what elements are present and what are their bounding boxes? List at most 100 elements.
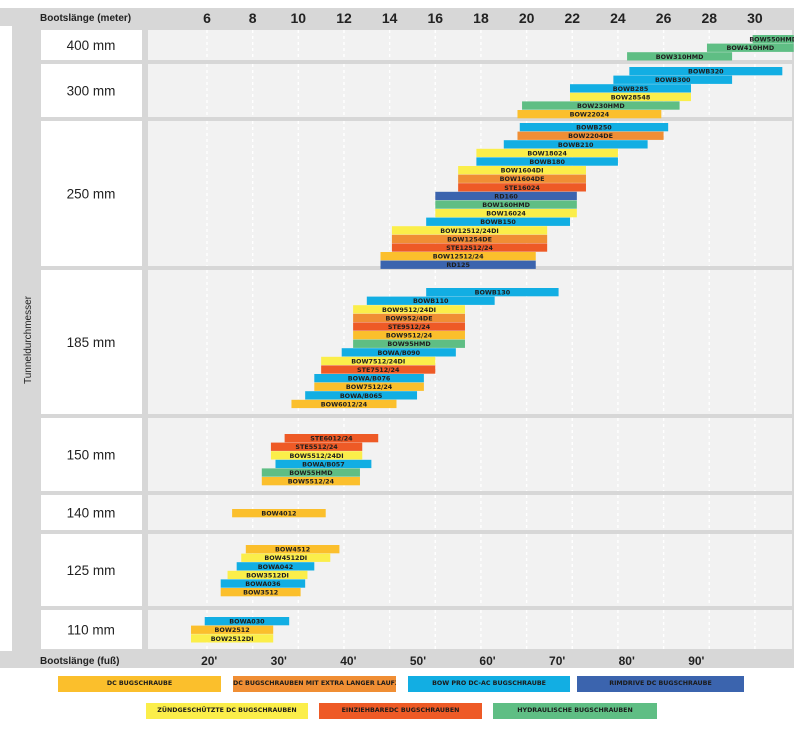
bottom-axis-band — [0, 651, 794, 668]
bar — [569, 84, 691, 93]
bar-label: BOW4012 — [261, 510, 296, 518]
meter-tick-label: 24 — [610, 10, 626, 26]
bar-label: BOWA/B065 — [340, 392, 383, 400]
bar — [380, 252, 536, 261]
bar-label: BOW6012/24 — [321, 400, 368, 408]
bar — [204, 617, 290, 626]
bar — [426, 217, 570, 226]
bar — [245, 545, 340, 554]
meter-tick-label: 26 — [656, 10, 672, 26]
bar-label: BOW4512DI — [264, 554, 307, 562]
bar — [435, 200, 577, 209]
feet-tick-label: 80' — [619, 654, 635, 668]
bar — [476, 157, 618, 166]
legend-item: BOW PRO DC-AC BUGSCHRAUBE — [408, 676, 570, 692]
bar — [522, 101, 680, 110]
group-label-panel — [41, 418, 142, 491]
bar — [261, 477, 360, 486]
bar — [321, 356, 436, 366]
bar-label: BOW5512/24 — [288, 478, 335, 486]
feet-tick-label: 40' — [340, 654, 356, 668]
y-axis-title: Tunneldurchmesser — [23, 295, 34, 384]
bar — [503, 140, 648, 149]
group-label-panel — [41, 121, 142, 266]
bar-label: STE16024 — [504, 184, 540, 192]
bar — [627, 52, 733, 61]
legend-item: ZÜNDGESCHÜTZTE DC BUGSCHRAUBEN — [146, 703, 308, 719]
bar-label: BOW3512 — [243, 589, 278, 597]
bar-label: BOWB285 — [613, 85, 649, 93]
bar — [232, 509, 326, 518]
bar-label: BOW1254DE — [447, 235, 492, 243]
bar-label: BOWB110 — [413, 297, 449, 305]
meter-tick-label: 28 — [701, 10, 717, 26]
bar-label: BOW12512/24 — [433, 253, 484, 261]
group-label: 185 mm — [67, 335, 116, 350]
bar — [752, 35, 794, 44]
bar — [380, 260, 536, 269]
bar-label: BOW18024 — [527, 149, 567, 157]
bar-label: BOWA/B090 — [377, 349, 420, 357]
group-label: 110 mm — [67, 623, 115, 638]
bar-label: BOW28548 — [611, 93, 651, 101]
legend-item: HYDRAULISCHE BUGSCHRAUBEN — [493, 703, 657, 719]
bar — [314, 374, 424, 383]
bar-label: BOW160HMD — [482, 201, 530, 209]
bar-label: BOW22024 — [570, 111, 610, 119]
bar-label: BOW95HMD — [387, 340, 430, 348]
bar — [391, 234, 548, 244]
bar-label: BOWA/B057 — [302, 460, 345, 468]
bar-label: BOWB180 — [529, 158, 565, 166]
legend-item: EINZIEHBAREDC BUGSCHRAUBEN — [319, 703, 482, 719]
bar — [241, 553, 331, 562]
top-axis-band — [0, 8, 794, 26]
meter-tick-label: 12 — [336, 10, 352, 26]
bar — [353, 313, 465, 323]
bar-label: BOW9512/24DI — [382, 306, 436, 314]
bar-label: BOW952/4DE — [385, 314, 432, 322]
bar-label: BOWA/B076 — [348, 375, 391, 383]
bar — [236, 562, 315, 571]
group-label-panel — [41, 30, 142, 60]
bar-label: BOW2512 — [215, 626, 250, 634]
bar-label: BOWA030 — [229, 618, 265, 626]
meter-tick-label: 6 — [203, 10, 211, 26]
meter-tick-label: 18 — [473, 10, 489, 26]
bar — [353, 305, 465, 314]
group-label-panel — [41, 610, 142, 649]
bar — [220, 579, 306, 588]
bar-label: BOW310HMD — [656, 53, 704, 61]
group-label: 150 mm — [67, 448, 116, 463]
bar — [305, 391, 418, 400]
legend-item: DC BUGSCHRAUBEN MIT EXTRA LANGER LAUFZEI… — [233, 676, 396, 692]
bar — [435, 191, 577, 201]
bar — [270, 451, 363, 460]
meter-tick-label: 22 — [564, 10, 580, 26]
left-axis-band — [12, 26, 38, 651]
group-label: 300 mm — [67, 84, 116, 99]
group-label: 125 mm — [67, 563, 116, 578]
group-label-panel — [41, 270, 142, 414]
bar-label: BOW55HMD — [289, 469, 332, 477]
bar-label: BOW5512/24DI — [290, 452, 344, 460]
bar — [476, 148, 618, 158]
bar-label: BOW410HMD — [726, 44, 774, 52]
bar — [227, 570, 308, 580]
bottom-axis-title: Bootslänge (fuß) — [40, 656, 119, 667]
bar-label: STE7512/24 — [357, 366, 400, 374]
bar-label: STE9512/24 — [388, 323, 431, 331]
feet-tick-label: 70' — [549, 654, 565, 668]
bar-label: BOWB250 — [576, 124, 612, 132]
bar-label: RD125 — [446, 261, 470, 269]
bar — [435, 209, 577, 218]
bar-label: BOWA042 — [258, 563, 293, 571]
bar-label: BOW3512DI — [246, 571, 289, 579]
bar — [426, 288, 559, 297]
bar — [353, 322, 465, 331]
bar-label: STE5512/24 — [295, 443, 338, 451]
bar-label: BOW2512DI — [211, 635, 254, 643]
bar — [629, 67, 783, 76]
group-plot-panel — [148, 418, 792, 491]
bar-label: STE6012/24 — [310, 435, 353, 443]
feet-tick-label: 60' — [479, 654, 495, 668]
